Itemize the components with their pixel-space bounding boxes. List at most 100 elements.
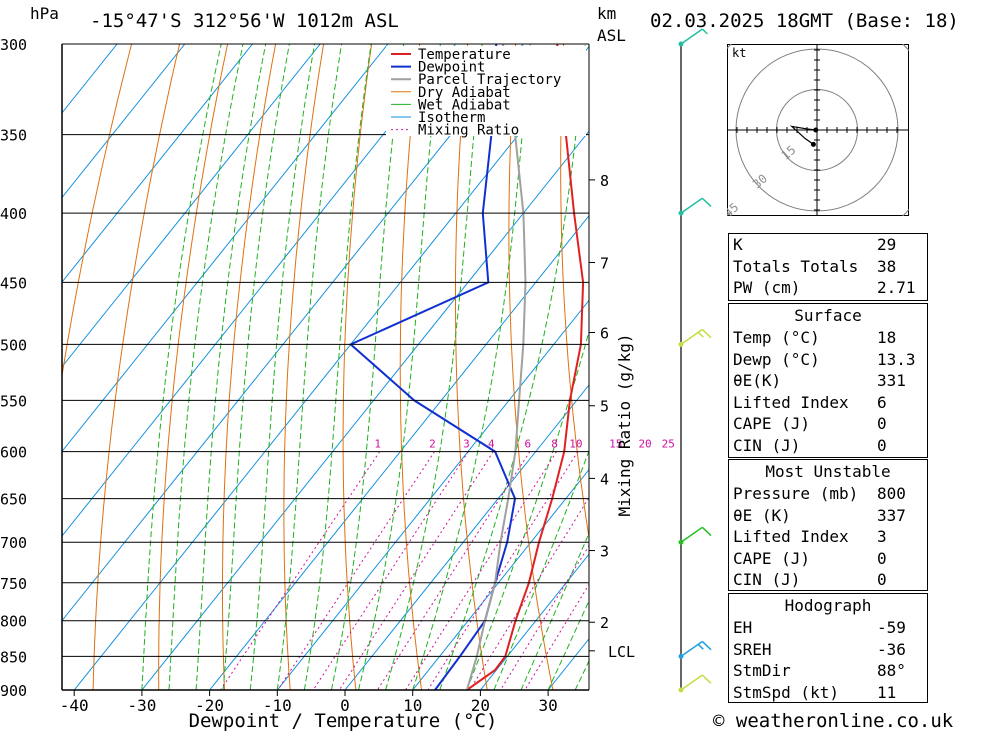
- index-row: EH -59: [729, 617, 910, 639]
- profile-lines: [348, 44, 585, 690]
- mixing-ratio-label: 10: [569, 438, 582, 451]
- mixing-ratio-line: [524, 583, 589, 690]
- dry-adiabat-line: [222, 44, 277, 690]
- asl-unit-label: ASL: [597, 26, 626, 45]
- pressure-tick-label: 300: [0, 36, 27, 54]
- x-tick-label: 30: [538, 696, 557, 715]
- mixing-ratio-label: 20: [638, 438, 651, 451]
- index-row: Temp (°C) 18: [729, 327, 920, 349]
- dry-adiabat-line: [342, 44, 373, 690]
- most-unstable-box: Most Unstable Pressure (mb) 800 θE (K) 337 L…: [728, 459, 928, 591]
- hodograph-unit-label: kt: [732, 46, 746, 60]
- pressure-tick-label: 800: [0, 613, 27, 631]
- index-value: 337: [877, 505, 906, 525]
- isotherm-line: [62, 44, 456, 537]
- index-label: K: [733, 235, 743, 255]
- x-tick-label: -20: [195, 696, 224, 715]
- parcel-trajectory-line: [465, 44, 527, 690]
- x-tick-label: 20: [471, 696, 490, 715]
- dry-adiabat-line: [996, 44, 1000, 690]
- index-row: CAPE (J) 0: [729, 413, 920, 435]
- wet-adiabat-line: [493, 449, 589, 690]
- index-label: CAPE (J): [733, 414, 811, 434]
- mixing-ratio-line: [277, 451, 435, 690]
- index-label: Dewp (°C): [733, 349, 820, 369]
- barb-flag: [701, 28, 708, 35]
- pressure-tick-label: 400: [0, 205, 27, 223]
- index-label: Lifted Index: [733, 527, 849, 547]
- hodograph-trace: [789, 125, 816, 145]
- index-row: CIN (J) 0: [729, 569, 910, 591]
- dry-adiabat-line: [560, 44, 589, 541]
- credit-link[interactable]: © weatheronline.co.uk: [713, 710, 954, 732]
- pressure-tick-label: 600: [0, 444, 27, 462]
- index-value: 18: [877, 328, 897, 348]
- pressure-tick-label: 550: [0, 392, 27, 410]
- surface-title: Surface: [794, 306, 862, 325]
- index-label: CIN (J): [733, 435, 801, 455]
- barb-staff: [680, 328, 703, 345]
- legend-entry: Temperature: [418, 47, 511, 63]
- pressure-tick-label: 650: [0, 491, 27, 509]
- barb-staff: [680, 526, 703, 543]
- km-tick-label: LCL: [608, 643, 635, 661]
- x-axis-label: Dewpoint / Temperature (°C): [189, 710, 498, 732]
- legend-entry: Dewpoint: [418, 60, 485, 76]
- index-value: 0: [877, 548, 887, 568]
- x-tick-label: -40: [60, 696, 89, 715]
- index-row: θE(K) 331: [729, 370, 920, 392]
- index-value: 29: [877, 235, 897, 255]
- dry-adiabat-line: [948, 44, 1000, 690]
- isotherm-line: [62, 44, 186, 199]
- wet-adiabat-line: [141, 44, 222, 690]
- index-row: CIN (J) 0: [729, 435, 920, 457]
- pressure-tick-label: 850: [0, 648, 27, 666]
- hodograph-table: EH -59 SREH -36 StmDir 88° StmSpd (kt) 11: [729, 617, 910, 703]
- barb-flag: [701, 640, 712, 651]
- surface-box: Surface Temp (°C) 18 Dewp (°C) 13.3 θE(K) 331…: [728, 303, 928, 458]
- barb-staff: [680, 28, 703, 45]
- location-title: -15°47'S 312°56'W 1012m ASL: [90, 10, 399, 32]
- index-value: 800: [877, 484, 906, 504]
- index-row: θE (K) 337: [729, 505, 910, 527]
- barb-flag: [697, 643, 704, 650]
- x-tick-label: -30: [127, 696, 156, 715]
- barb-flag: [701, 197, 712, 208]
- indices-basic-box: K 29 Totals Totals 38 PW (cm) 2.71: [728, 233, 928, 301]
- x-tick-label: -10: [263, 696, 292, 715]
- index-label: StmSpd (kt): [733, 682, 839, 702]
- index-label: Temp (°C): [733, 328, 820, 348]
- x-tick-label: 0: [340, 696, 350, 715]
- index-label: StmDir: [733, 661, 791, 681]
- km-tick-label: 2: [600, 614, 609, 632]
- index-label: θE (K): [733, 505, 791, 525]
- isotherm-line: [209, 214, 589, 690]
- km-tick-label: 6: [600, 324, 609, 342]
- mixing-ratio-label: 15: [609, 438, 622, 451]
- index-label: CIN (J): [733, 570, 801, 590]
- index-label: Totals Totals: [733, 256, 859, 276]
- wet-adiabat-line: [222, 44, 290, 690]
- km-tick-label: 7: [600, 254, 609, 272]
- index-label: CAPE (J): [733, 548, 811, 568]
- index-label: SREH: [733, 639, 772, 659]
- most-unstable-title: Most Unstable: [765, 462, 891, 481]
- axes: 1 2 3 4 6 8 10 15 20 2530035040045050055060065070…: [0, 36, 675, 732]
- index-value: 0: [877, 435, 887, 455]
- wet-adiabat-line: [303, 44, 372, 690]
- index-value: 88°: [877, 661, 906, 681]
- datetime-title: 02.03.2025 18GMT (Base: 18): [650, 10, 959, 32]
- index-label: PW (cm): [733, 278, 801, 298]
- hodograph-start-dot: [810, 141, 816, 147]
- most-unstable-table: Pressure (mb) 800 θE (K) 337 Lifted Index 3 CA…: [729, 483, 910, 591]
- index-label: EH: [733, 618, 753, 638]
- isotherm-line: [62, 44, 253, 283]
- indices-basic-table: K 29 Totals Totals 38 PW (cm) 2.71: [729, 234, 920, 299]
- index-value: 3: [877, 527, 887, 547]
- index-row: StmSpd (kt) 11: [729, 682, 910, 704]
- mixing-ratio-label: 8: [551, 438, 558, 451]
- index-row: Pressure (mb) 800: [729, 483, 910, 505]
- index-row: CAPE (J) 0: [729, 548, 910, 570]
